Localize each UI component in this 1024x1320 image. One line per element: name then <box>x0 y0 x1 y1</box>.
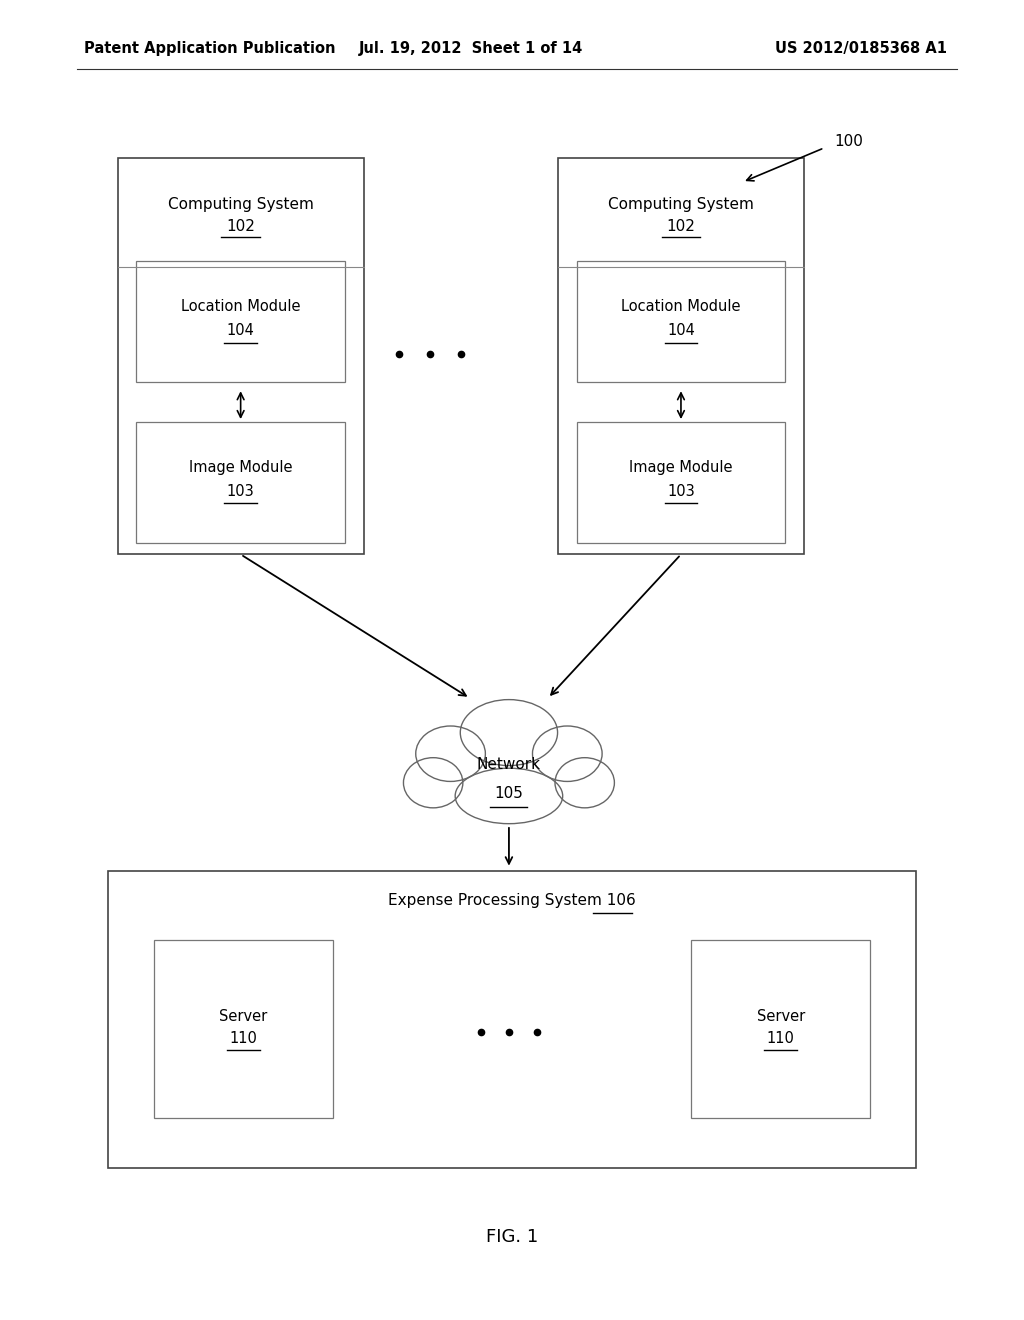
Ellipse shape <box>555 758 614 808</box>
FancyBboxPatch shape <box>577 422 785 543</box>
Text: Server: Server <box>219 1008 267 1023</box>
Text: Image Module: Image Module <box>629 461 733 475</box>
Text: 104: 104 <box>667 323 695 338</box>
Text: Network: Network <box>477 756 541 772</box>
Text: 105: 105 <box>495 785 523 801</box>
FancyBboxPatch shape <box>691 940 870 1118</box>
Text: 110: 110 <box>767 1031 795 1045</box>
FancyBboxPatch shape <box>154 940 333 1118</box>
Text: FIG. 1: FIG. 1 <box>485 1228 539 1246</box>
Text: 110: 110 <box>229 1031 257 1045</box>
Text: Location Module: Location Module <box>622 300 740 314</box>
FancyBboxPatch shape <box>577 261 785 381</box>
Text: 100: 100 <box>835 133 863 149</box>
Text: Jul. 19, 2012  Sheet 1 of 14: Jul. 19, 2012 Sheet 1 of 14 <box>359 41 583 57</box>
Text: Patent Application Publication: Patent Application Publication <box>84 41 336 57</box>
Ellipse shape <box>461 700 557 766</box>
Text: US 2012/0185368 A1: US 2012/0185368 A1 <box>775 41 947 57</box>
Text: 102: 102 <box>667 219 695 234</box>
Ellipse shape <box>455 768 563 824</box>
Text: Computing System: Computing System <box>168 198 313 213</box>
Text: Image Module: Image Module <box>188 461 293 475</box>
Text: 104: 104 <box>226 323 255 338</box>
FancyBboxPatch shape <box>558 158 804 554</box>
FancyBboxPatch shape <box>136 261 345 381</box>
Ellipse shape <box>532 726 602 781</box>
FancyBboxPatch shape <box>118 158 364 554</box>
Text: Server: Server <box>757 1008 805 1023</box>
Text: Expense Processing System 106: Expense Processing System 106 <box>388 892 636 908</box>
FancyBboxPatch shape <box>108 871 916 1168</box>
Text: 103: 103 <box>226 484 255 499</box>
Ellipse shape <box>416 726 485 781</box>
Text: 102: 102 <box>226 219 255 234</box>
Ellipse shape <box>403 758 463 808</box>
Text: Computing System: Computing System <box>608 198 754 213</box>
Text: 103: 103 <box>667 484 695 499</box>
Text: Location Module: Location Module <box>181 300 300 314</box>
FancyBboxPatch shape <box>136 422 345 543</box>
